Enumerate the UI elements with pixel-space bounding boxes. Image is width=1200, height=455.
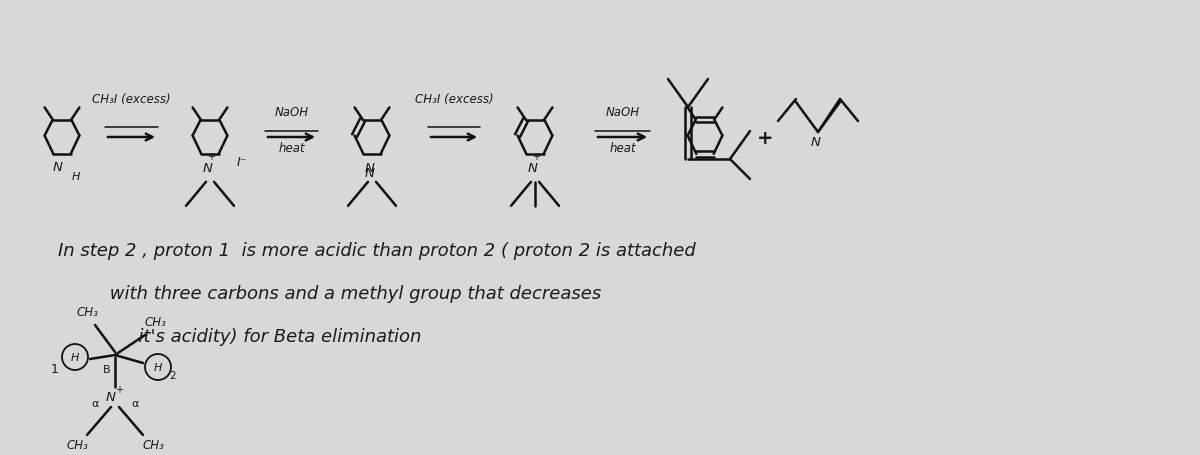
Text: CH₃: CH₃ bbox=[66, 439, 88, 451]
Text: CH₃: CH₃ bbox=[142, 439, 164, 451]
Text: N: N bbox=[203, 162, 212, 175]
Text: N: N bbox=[53, 161, 62, 174]
Text: CH₃I (excess): CH₃I (excess) bbox=[92, 93, 170, 106]
Text: CH₃: CH₃ bbox=[76, 306, 98, 319]
Text: NaOH: NaOH bbox=[275, 106, 308, 119]
Text: heat: heat bbox=[278, 141, 305, 154]
Text: +: + bbox=[757, 128, 773, 147]
Text: +: + bbox=[208, 152, 215, 162]
Text: B: B bbox=[103, 364, 110, 374]
Text: heat: heat bbox=[610, 141, 636, 154]
Text: α: α bbox=[91, 398, 98, 408]
Text: 2: 2 bbox=[169, 370, 176, 380]
Text: N: N bbox=[365, 167, 374, 180]
Text: I⁻: I⁻ bbox=[236, 156, 247, 169]
Text: α: α bbox=[131, 398, 139, 408]
Text: H: H bbox=[71, 352, 79, 362]
Text: H: H bbox=[154, 362, 162, 372]
Text: CH₃: CH₃ bbox=[144, 316, 166, 329]
Text: N: N bbox=[106, 391, 116, 404]
Text: In step 2 , proton 1  is more acidic than proton 2 ( proton 2 is attached: In step 2 , proton 1 is more acidic than… bbox=[58, 242, 696, 259]
Text: CH₃I (excess): CH₃I (excess) bbox=[415, 93, 493, 106]
Text: it's acidity) for Beta elimination: it's acidity) for Beta elimination bbox=[58, 327, 421, 345]
Text: +: + bbox=[532, 152, 540, 162]
Text: H: H bbox=[72, 172, 80, 182]
Text: N: N bbox=[365, 162, 374, 175]
Text: 1: 1 bbox=[52, 363, 59, 376]
Text: with three carbons and a methyl group that decreases: with three carbons and a methyl group th… bbox=[58, 284, 601, 302]
Text: N: N bbox=[528, 162, 538, 175]
Text: +: + bbox=[115, 384, 124, 394]
Text: NaOH: NaOH bbox=[606, 106, 640, 119]
Text: N: N bbox=[811, 135, 821, 148]
